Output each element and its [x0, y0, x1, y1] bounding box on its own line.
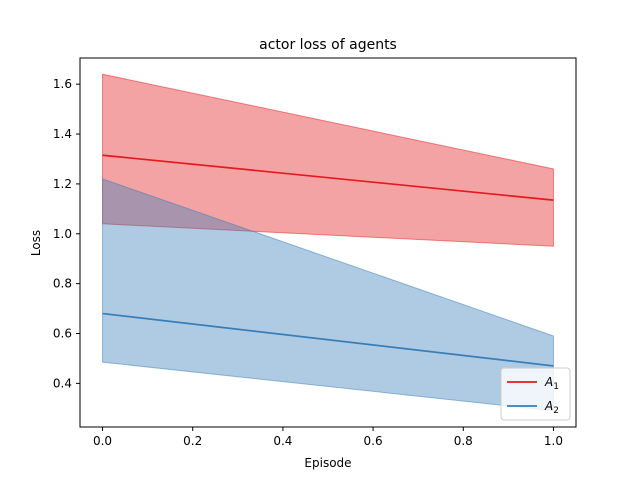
y-tick-label: 1.6	[53, 77, 72, 91]
x-tick-label: 0.6	[364, 434, 383, 448]
y-tick-label: 1.0	[53, 227, 72, 241]
legend-label-A1: A1	[544, 375, 559, 392]
y-axis-label: Loss	[29, 230, 43, 256]
y-tick-label: 0.4	[53, 376, 72, 390]
y-tick-label: 0.6	[53, 327, 72, 341]
x-tick-label: 1.0	[544, 434, 563, 448]
line-A1	[102, 154, 554, 201]
x-tick-label: 0.8	[454, 434, 473, 448]
chart-title: actor loss of agents	[259, 37, 397, 53]
x-tick-label: 0.2	[183, 434, 202, 448]
y-axis-ticks: 0.4 0.6 0.8 1.0 1.2 1.4 1.6	[53, 77, 80, 390]
plot-frame	[79, 57, 577, 428]
x-axis-ticks: 0.0 0.2 0.4 0.6 0.8 1.0	[93, 427, 563, 448]
x-tick-label: 0.4	[273, 434, 292, 448]
y-tick-label: 1.2	[53, 177, 72, 191]
y-tick-label: 0.8	[53, 277, 72, 291]
legend-box	[500, 367, 571, 421]
series-lines	[102, 154, 554, 367]
x-axis-label: Episode	[304, 456, 351, 470]
y-tick-label: 1.4	[53, 127, 72, 141]
line-A2	[102, 312, 554, 367]
legend-label-A2: A2	[544, 399, 559, 416]
x-tick-label: 0.0	[93, 434, 112, 448]
band-A1	[102, 73, 554, 247]
